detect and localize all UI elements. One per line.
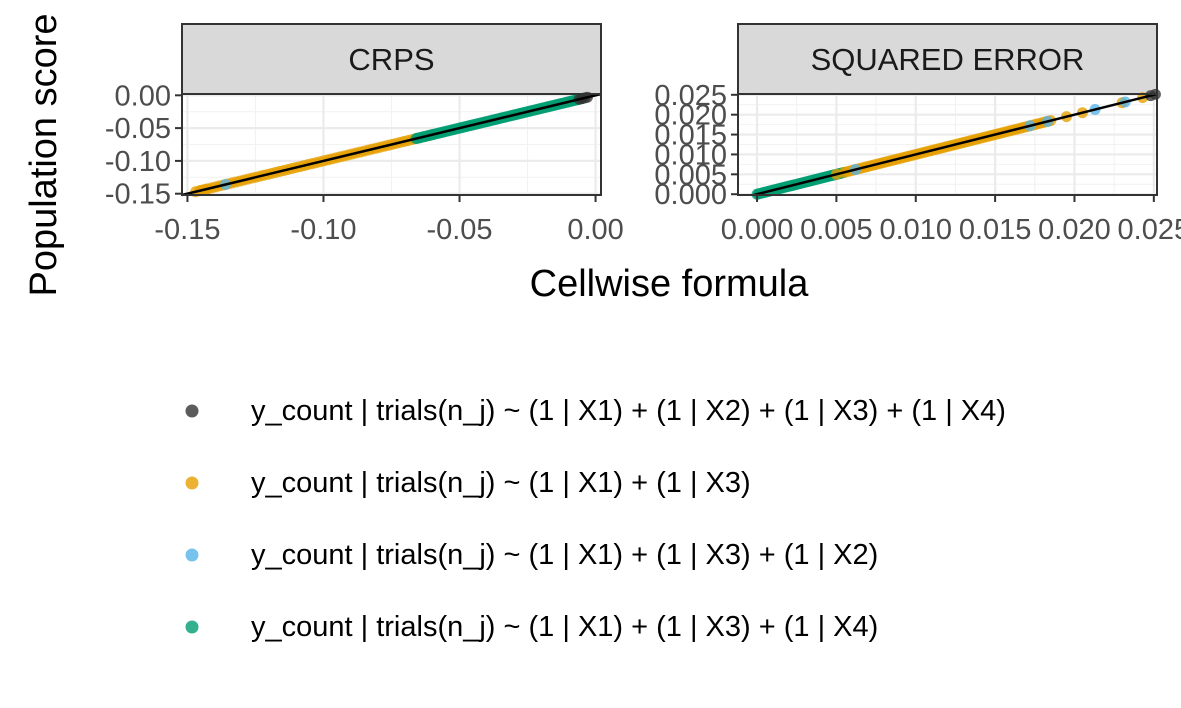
reference-line-crps	[181, 92, 602, 197]
x-tick-label-crps: -0.05	[426, 214, 492, 246]
y-tick-label-squared-error: 0.000	[654, 179, 727, 211]
strip-crps	[181, 23, 602, 95]
x-tick-label-squared-error: 0.025	[1118, 214, 1181, 246]
y-tick-label-crps: -0.15	[105, 179, 171, 211]
y-tick-label-crps: -0.10	[105, 146, 171, 178]
y-tick-label-squared-error: 0.005	[654, 159, 727, 191]
legend-key-4	[185, 620, 199, 634]
legend-key-2	[185, 476, 199, 490]
panel-squared-error: SQUARED ERROR 0.000 0.005 0.010 0.015 0.020 0…	[654, 23, 1181, 246]
legend-key-1	[185, 404, 199, 418]
legend-label-2: y_count | trials(n_j) ~ (1 | X1) + (1 | …	[251, 467, 751, 499]
y-axis-title: Population score	[23, 13, 65, 296]
y-tick-label-crps: 0.00	[115, 80, 171, 112]
panel-border-squared-error	[737, 93, 1158, 196]
legend-label-4: y_count | trials(n_j) ~ (1 | X1) + (1 | …	[251, 611, 878, 643]
y-tick-label-squared-error: 0.015	[654, 120, 727, 152]
legend-label-3: y_count | trials(n_j) ~ (1 | X1) + (1 | …	[251, 539, 878, 571]
strip-squared-error	[737, 23, 1158, 95]
y-tick-label-crps: -0.05	[105, 113, 171, 145]
y-ticks-crps: 0.00-0.05-0.10-0.15	[105, 80, 182, 211]
panel-crps: CRPS -0.15 -0.10 -0.05 0.00 0.00-0.05-0.10-…	[105, 23, 624, 246]
x-tick-label-crps: -0.10	[290, 214, 356, 246]
x-axis-title: Cellwise formula	[530, 263, 810, 305]
panel-border-crps	[181, 93, 602, 196]
reference-line-squared-error	[753, 92, 1158, 197]
y-tick-label-squared-error: 0.025	[654, 80, 727, 112]
identity-line	[181, 92, 602, 197]
x-tick-label-squared-error: 0.000	[721, 214, 794, 246]
x-tick-label-squared-error: 0.015	[959, 214, 1032, 246]
identity-line	[753, 92, 1158, 197]
legend: y_count | trials(n_j) ~ (1 | X1) + (1 | …	[185, 395, 1006, 643]
y-tick-label-squared-error: 0.010	[654, 139, 727, 171]
strip-title-squared-error: SQUARED ERROR	[811, 42, 1085, 77]
x-tick-label-crps: 0.00	[567, 214, 623, 246]
x-tick-label-squared-error: 0.010	[879, 214, 952, 246]
legend-key-3	[185, 548, 199, 562]
x-ticks-crps: -0.15 -0.10 -0.05 0.00	[154, 195, 624, 246]
strip-title-crps: CRPS	[348, 42, 434, 77]
y-tick-label-squared-error: 0.020	[654, 100, 727, 132]
legend-label-1: y_count | trials(n_j) ~ (1 | X1) + (1 | …	[251, 395, 1006, 427]
x-tick-label-squared-error: 0.005	[800, 214, 873, 246]
grid-crps	[182, 94, 601, 195]
x-tick-label-crps: -0.15	[154, 214, 220, 246]
x-tick-label-squared-error: 0.020	[1038, 214, 1111, 246]
